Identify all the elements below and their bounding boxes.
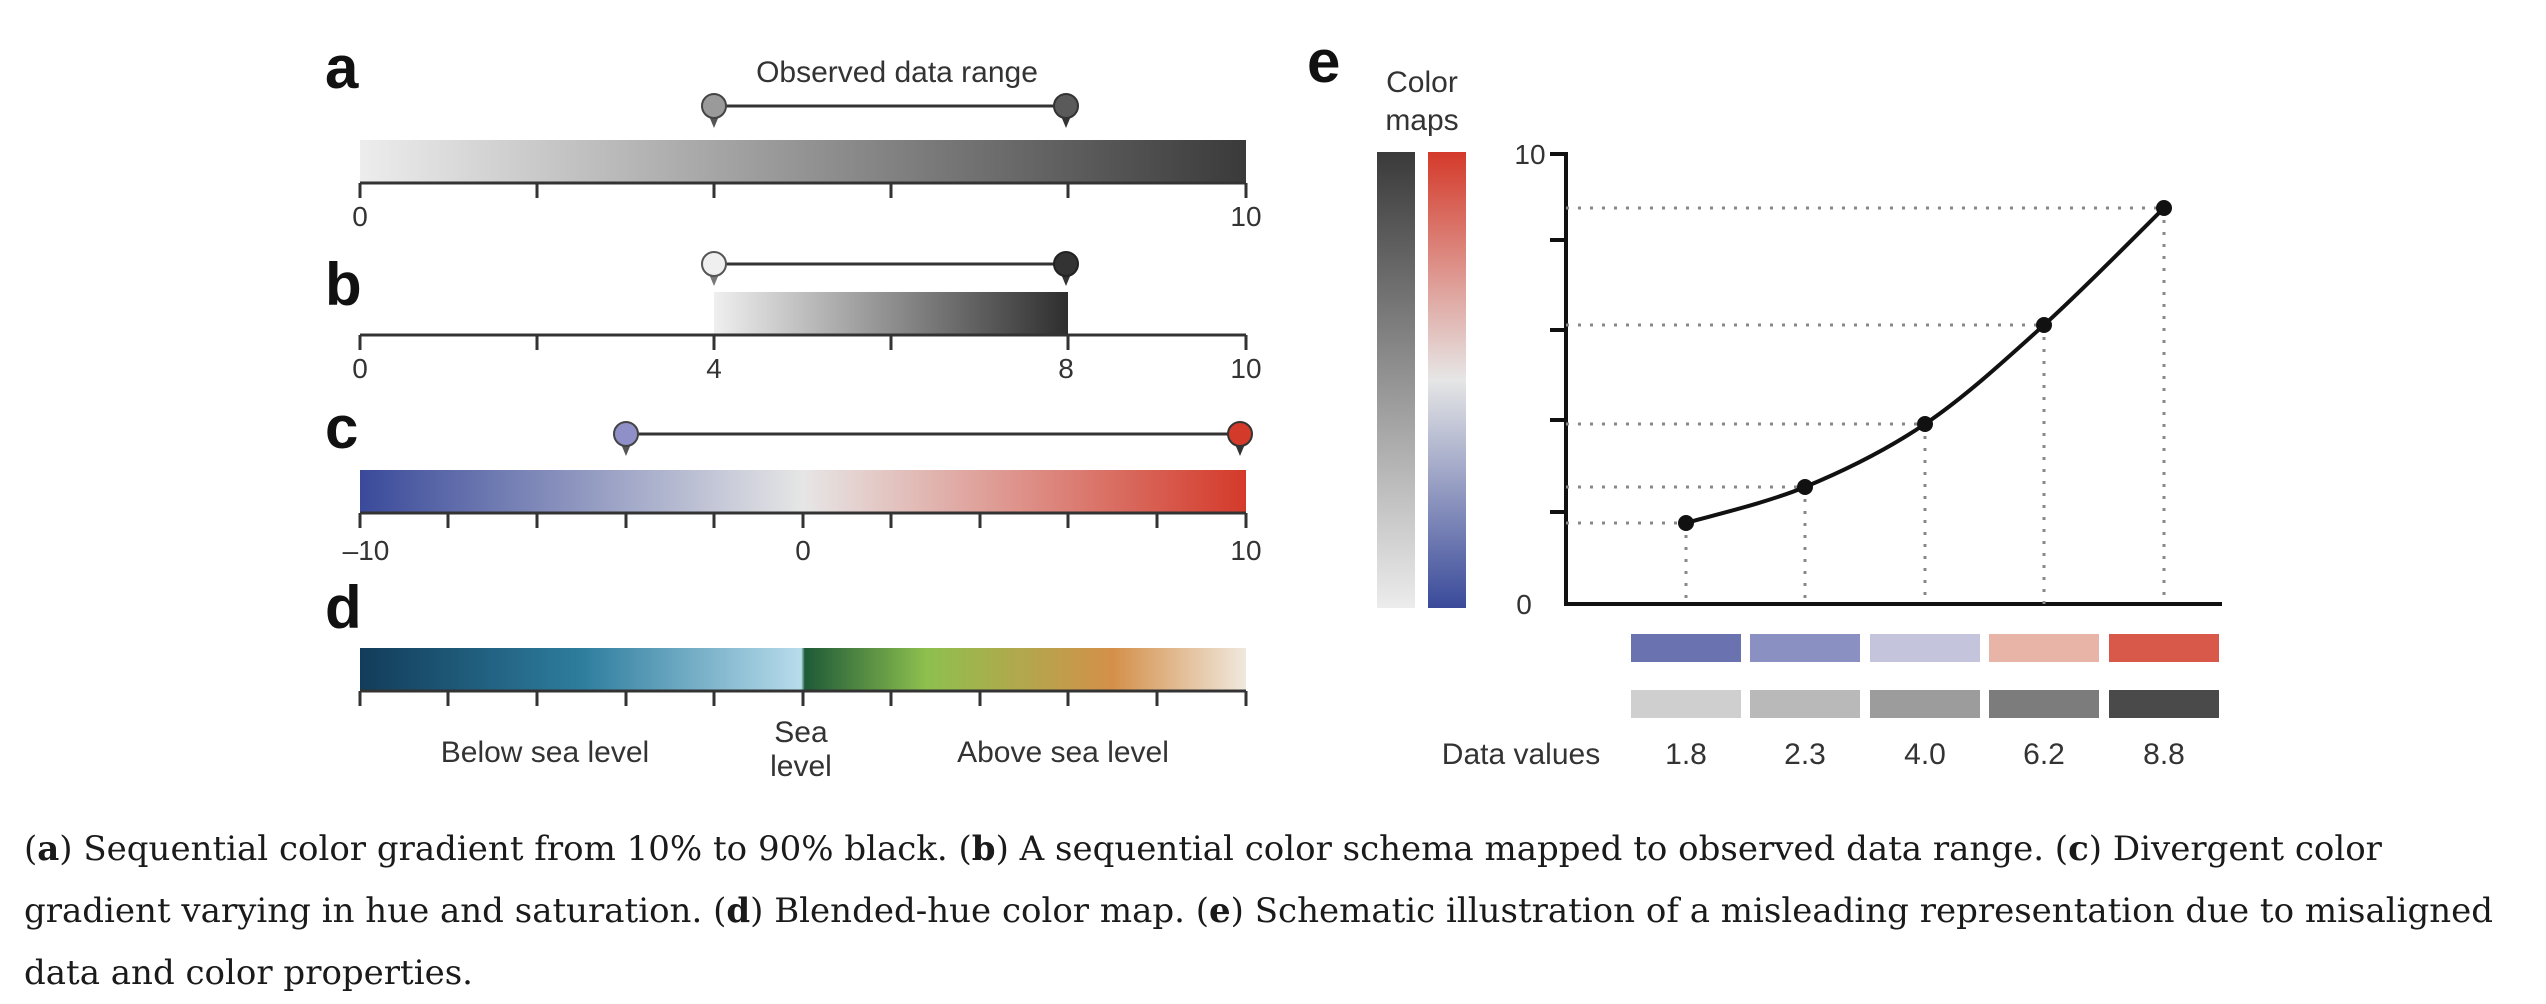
caption-letter-c: c — [2068, 829, 2089, 869]
caption-text-c: ) Divergent color gradient varying in hu… — [24, 829, 2382, 931]
axis-c — [358, 511, 1248, 528]
data-values-label: Data values — [1442, 738, 1600, 771]
above-sea-level-label: Above sea level — [957, 736, 1169, 769]
diverging-swatch-1 — [1631, 634, 1741, 662]
gray-swatch-4 — [1989, 690, 2099, 718]
gradient-bar-c — [360, 470, 1246, 512]
guide-lines — [1566, 206, 2166, 604]
panel-a-letter: a — [325, 34, 359, 101]
observed-range-label: Observed data range — [756, 56, 1038, 89]
caption-letter-a: a — [37, 829, 60, 869]
axis-c-tick-neg10: –10 — [343, 535, 390, 566]
axis-b — [358, 333, 1248, 350]
data-point-5 — [2156, 200, 2172, 216]
y-tick-0: 0 — [1516, 589, 1532, 620]
color-maps-label-line2: maps — [1385, 104, 1458, 137]
figure: a Observed data range 0 10 b — [325, 28, 2222, 783]
caption-letter-b: b — [971, 829, 996, 869]
caption-text-d: ) Blended-hue color map. ( — [750, 891, 1210, 931]
gray-swatch-3 — [1870, 690, 1980, 718]
data-point-3 — [1917, 416, 1933, 432]
gradient-bar-b — [714, 292, 1068, 334]
below-sea-level-label: Below sea level — [441, 736, 649, 769]
axis-b-tick-4: 4 — [706, 353, 722, 384]
panel-b-letter: b — [325, 251, 362, 318]
diverging-swatch-4 — [1989, 634, 2099, 662]
data-value-3: 4.0 — [1904, 738, 1946, 771]
panel-a: a Observed data range 0 10 — [325, 34, 1262, 232]
range-marker-left-b — [701, 251, 727, 286]
diverging-swatch-2 — [1750, 634, 1860, 662]
data-value-5: 8.8 — [2143, 738, 2185, 771]
gray-swatches — [1631, 690, 2219, 718]
data-value-4: 6.2 — [2023, 738, 2065, 771]
gray-swatch-1 — [1631, 690, 1741, 718]
axis-a-tick-10: 10 — [1230, 201, 1261, 232]
data-point-2 — [1797, 479, 1813, 495]
axis-c-tick-0: 0 — [795, 535, 811, 566]
range-marker-right-c — [1227, 421, 1253, 456]
axis-b-tick-8: 8 — [1058, 353, 1074, 384]
data-value-2: 2.3 — [1784, 738, 1826, 771]
gray-swatch-2 — [1750, 690, 1860, 718]
gradient-bar-d — [360, 648, 1246, 690]
axis-b-tick-10: 10 — [1230, 353, 1261, 384]
range-marker-left-c — [613, 421, 639, 456]
axis-b-tick-0: 0 — [352, 353, 368, 384]
diverging-swatches — [1631, 634, 2219, 662]
axis-a-tick-0: 0 — [352, 201, 368, 232]
axis-a — [358, 181, 1248, 198]
range-marker-left — [701, 93, 727, 128]
diverging-swatch-5 — [2109, 634, 2219, 662]
range-marker-right-b — [1053, 251, 1079, 286]
data-point-1 — [1678, 515, 1694, 531]
panel-d: d Below sea level Sea level Above sea le… — [325, 574, 1248, 783]
diverging-color-map — [1428, 152, 1466, 608]
plot-axes — [1550, 152, 2222, 606]
panel-c-letter: c — [325, 394, 358, 461]
panel-e-letter: e — [1307, 28, 1340, 95]
figure-caption: (a) Sequential color gradient from 10% t… — [24, 829, 2494, 993]
data-points — [1678, 200, 2172, 531]
caption-letter-d: d — [726, 891, 751, 931]
panel-c: c –10 0 10 — [325, 394, 1262, 566]
caption-letter-e: e — [1209, 891, 1231, 931]
y-tick-10: 10 — [1514, 139, 1545, 170]
caption-text-b: ) A sequential color schema mapped to ob… — [995, 829, 2069, 869]
sea-level-label-line1: Sea — [774, 716, 828, 749]
axis-d — [358, 689, 1248, 706]
sea-level-label-line2: level — [770, 750, 832, 783]
range-marker-right — [1053, 93, 1079, 128]
caption-text-a: ) Sequential color gradient from 10% to … — [59, 829, 972, 869]
panel-e: e Color maps 10 0 Data values 1.8 2.3 4.… — [1307, 28, 2222, 771]
panel-d-letter: d — [325, 574, 362, 641]
data-curve — [1685, 206, 2166, 525]
data-point-4 — [2036, 317, 2052, 333]
gray-swatch-5 — [2109, 690, 2219, 718]
panel-b: b 0 4 8 10 — [325, 251, 1262, 384]
gradient-bar-a — [360, 140, 1246, 182]
gray-color-map — [1377, 152, 1415, 608]
axis-c-tick-10: 10 — [1230, 535, 1261, 566]
color-maps-label-line1: Color — [1386, 66, 1458, 99]
data-value-1: 1.8 — [1665, 738, 1707, 771]
diverging-swatch-3 — [1870, 634, 1980, 662]
